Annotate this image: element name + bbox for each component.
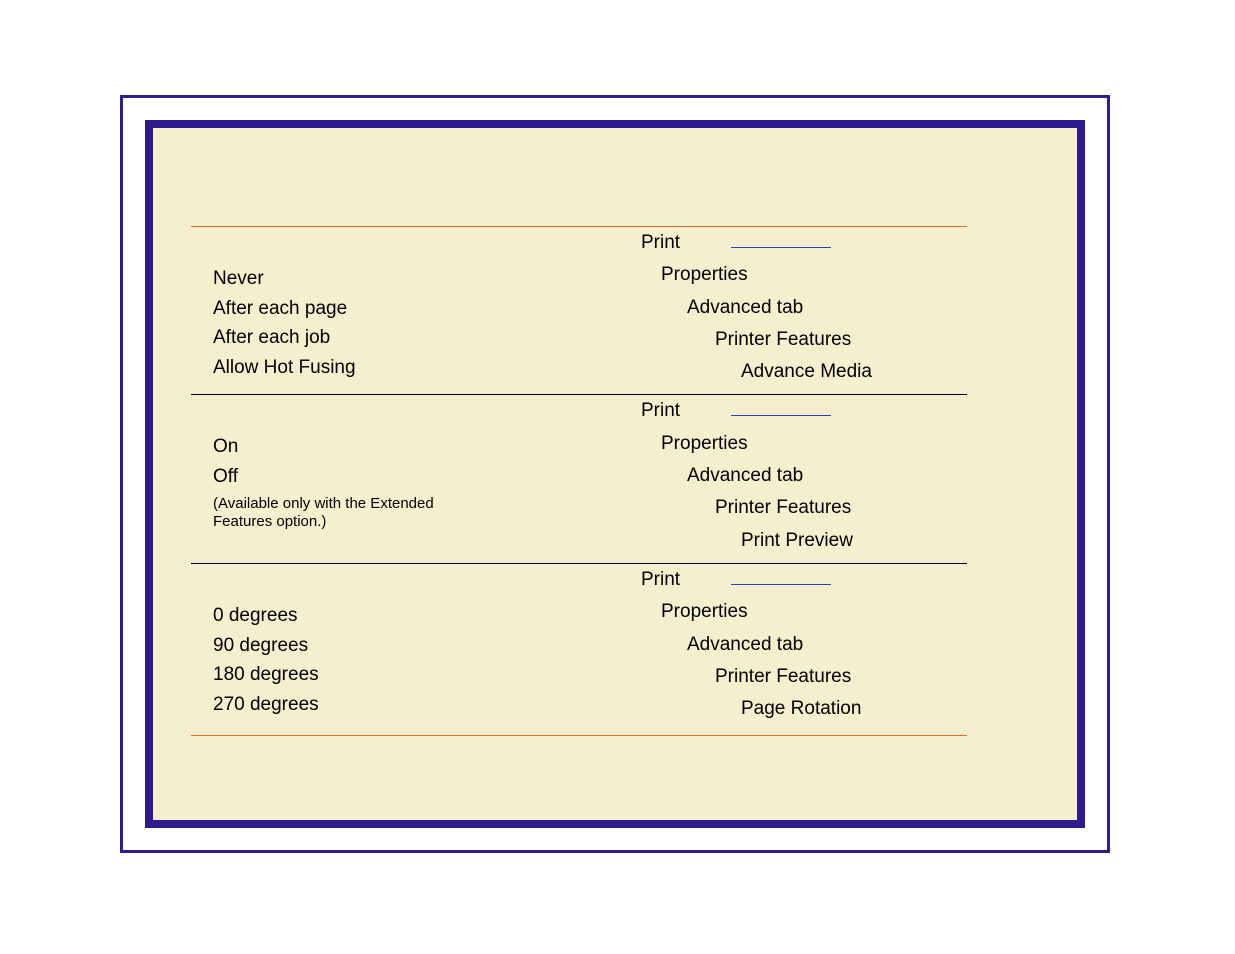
table-row: Never After each page After each job All… [191, 226, 967, 394]
path-level: Printer Features [461, 492, 967, 524]
path-level: Page Rotation [461, 693, 967, 725]
link-underline [731, 584, 831, 585]
path-level: Properties [461, 428, 967, 460]
table-row: On Off (Available only with the Extended… [191, 394, 967, 562]
path-level: Print [461, 227, 967, 259]
path-level: Advance Media [461, 356, 967, 388]
path-cell: Print Properties Advanced tab Printer Fe… [461, 395, 967, 556]
option-text: 180 degrees [213, 661, 461, 689]
outer-frame: Never After each page After each job All… [120, 95, 1110, 853]
path-level: Printer Features [461, 324, 967, 356]
option-text: On [213, 433, 461, 461]
option-text: After each page [213, 295, 461, 323]
content-table: Never After each page After each job All… [191, 226, 967, 736]
option-text: Off [213, 463, 461, 491]
option-text: 270 degrees [213, 691, 461, 719]
inner-panel: Never After each page After each job All… [145, 120, 1085, 828]
table-row: 0 degrees 90 degrees 180 degrees 270 deg… [191, 563, 967, 736]
options-cell: 0 degrees 90 degrees 180 degrees 270 deg… [191, 564, 461, 725]
path-level: Advanced tab [461, 629, 967, 661]
options-cell: On Off (Available only with the Extended… [191, 395, 461, 556]
path-cell: Print Properties Advanced tab Printer Fe… [461, 227, 967, 388]
path-level: Advanced tab [461, 460, 967, 492]
options-cell: Never After each page After each job All… [191, 227, 461, 388]
path-level: Properties [461, 259, 967, 291]
option-text: 90 degrees [213, 632, 461, 660]
path-cell: Print Properties Advanced tab Printer Fe… [461, 564, 967, 725]
option-text: Never [213, 265, 461, 293]
path-level: Properties [461, 596, 967, 628]
path-level: Printer Features [461, 661, 967, 693]
link-underline [731, 415, 831, 416]
path-level: Print [461, 395, 967, 427]
path-level: Print Preview [461, 525, 967, 557]
path-level: Advanced tab [461, 292, 967, 324]
option-text: 0 degrees [213, 602, 461, 630]
option-text: Allow Hot Fusing [213, 354, 461, 382]
option-note: (Available only with the Extended Featur… [213, 495, 453, 531]
path-level: Print [461, 564, 967, 596]
link-underline [731, 247, 831, 248]
option-text: After each job [213, 324, 461, 352]
